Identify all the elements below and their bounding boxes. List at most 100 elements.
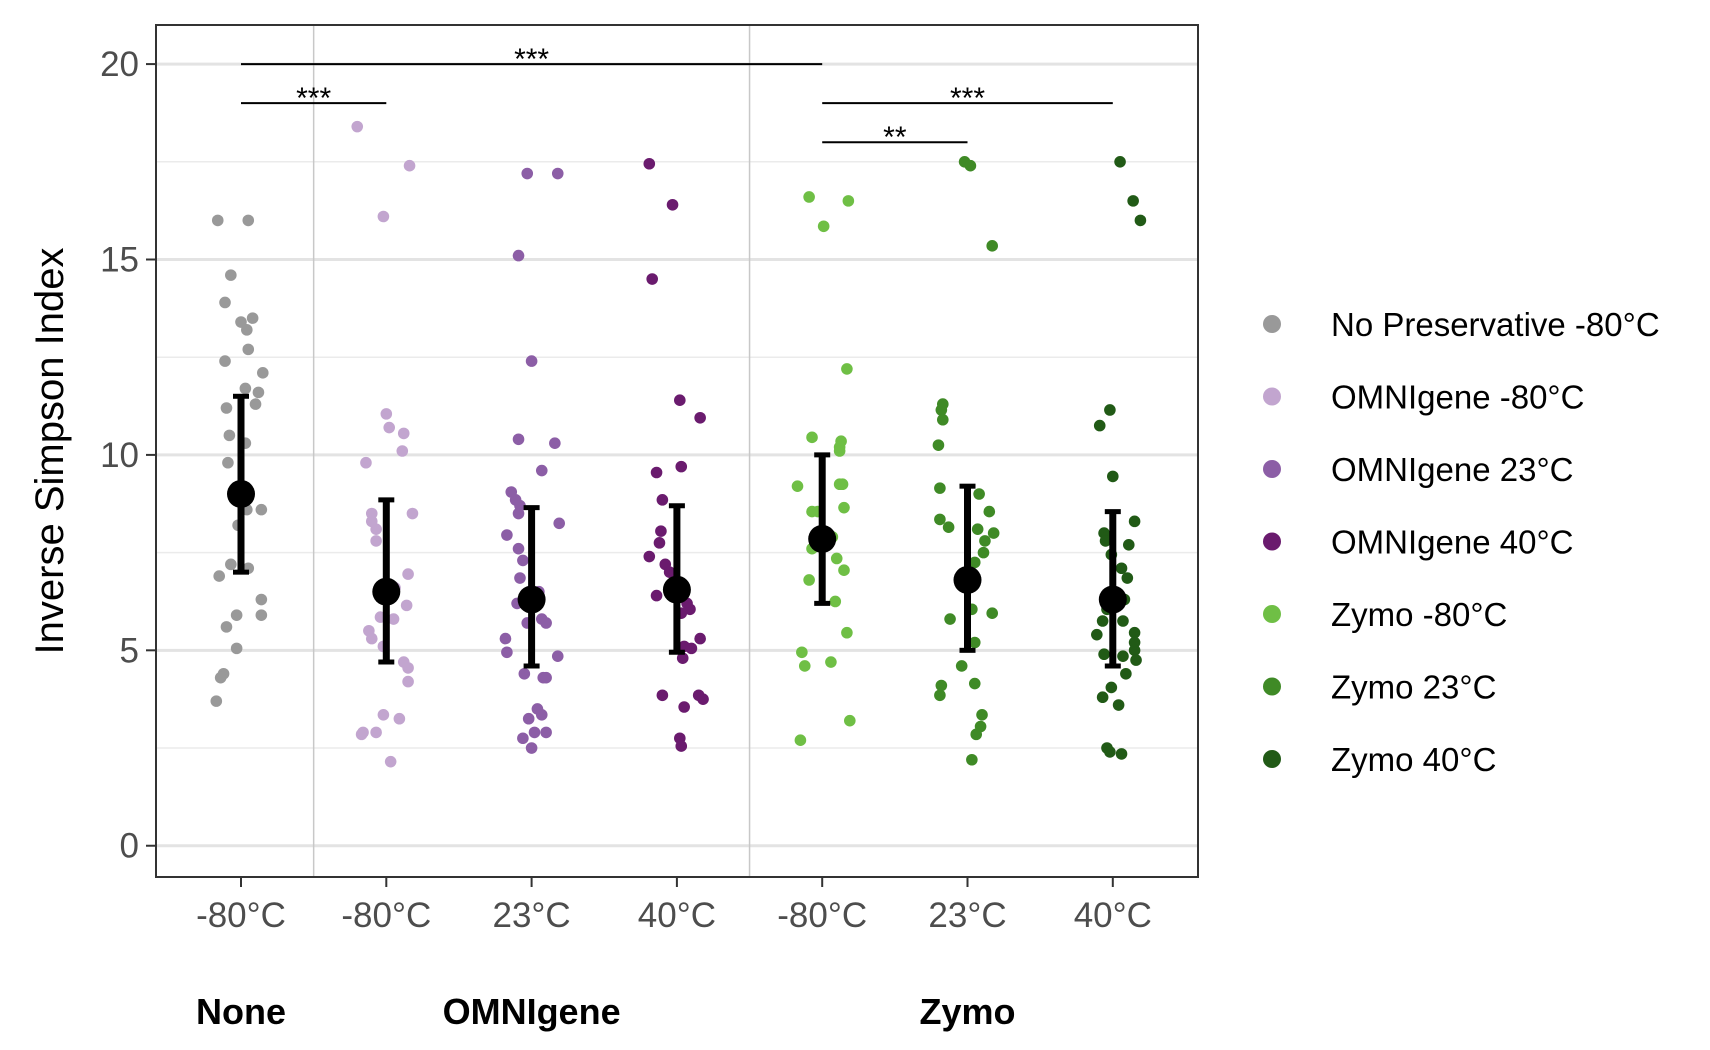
data-point bbox=[942, 521, 955, 534]
data-point bbox=[968, 677, 981, 690]
data-point bbox=[517, 554, 529, 567]
data-point bbox=[841, 626, 853, 639]
summary-layer bbox=[227, 393, 1127, 669]
data-point bbox=[402, 675, 414, 688]
legend-label: Zymo -80°C bbox=[1331, 596, 1507, 633]
data-point bbox=[676, 652, 689, 664]
data-point bbox=[230, 642, 243, 655]
data-point bbox=[383, 421, 396, 434]
legend-label: Zymo 23°C bbox=[1331, 669, 1496, 706]
data-point bbox=[517, 732, 529, 745]
data-point bbox=[535, 709, 548, 721]
mean-point bbox=[808, 524, 837, 553]
data-point bbox=[512, 507, 525, 520]
data-point bbox=[1120, 667, 1132, 680]
data-point bbox=[970, 728, 983, 741]
x-tick-label: 23°C bbox=[928, 896, 1006, 935]
x-tick-label: -80°C bbox=[777, 896, 867, 935]
data-point bbox=[685, 642, 698, 655]
axis-layer: 0 5 10 15 20 -80°C -80°C 23°C 40°C -80°C 23°C 40°C N… bbox=[100, 45, 1152, 1032]
data-point bbox=[521, 167, 534, 180]
data-point bbox=[403, 159, 416, 172]
data-point bbox=[365, 515, 378, 528]
data-point bbox=[1117, 650, 1129, 662]
data-point bbox=[214, 671, 227, 684]
data-point bbox=[791, 480, 804, 492]
data-point bbox=[397, 427, 410, 440]
data-point bbox=[833, 445, 846, 457]
data-point bbox=[522, 712, 535, 725]
data-point bbox=[499, 632, 512, 645]
legend-label: No Preservative -80°C bbox=[1331, 306, 1660, 343]
data-point bbox=[501, 646, 513, 659]
data-point bbox=[936, 413, 949, 426]
significance-label: *** bbox=[296, 82, 331, 115]
significance-label: *** bbox=[950, 82, 985, 115]
data-point bbox=[387, 613, 400, 625]
group-label: OMNIgene bbox=[443, 991, 621, 1032]
data-point bbox=[249, 398, 262, 410]
legend-key bbox=[1263, 460, 1281, 478]
data-point bbox=[360, 456, 372, 469]
data-point bbox=[255, 503, 268, 516]
data-point bbox=[1099, 535, 1112, 547]
data-point bbox=[1107, 470, 1119, 483]
data-point bbox=[225, 269, 237, 281]
data-point bbox=[934, 689, 946, 702]
data-point bbox=[1112, 699, 1125, 711]
data-point bbox=[512, 433, 525, 446]
data-point bbox=[844, 714, 856, 727]
data-point bbox=[973, 488, 985, 500]
data-point bbox=[525, 742, 538, 754]
data-point bbox=[396, 445, 409, 457]
y-tick-label: 10 bbox=[100, 436, 139, 475]
data-point bbox=[377, 709, 390, 721]
data-point bbox=[825, 656, 837, 668]
x-tick-label: 23°C bbox=[492, 896, 570, 935]
data-point bbox=[934, 513, 946, 526]
data-point bbox=[400, 599, 413, 612]
data-point bbox=[402, 568, 414, 580]
data-point bbox=[252, 386, 265, 399]
data-point bbox=[830, 552, 843, 565]
data-point bbox=[829, 595, 842, 608]
data-point bbox=[1093, 419, 1106, 432]
data-point bbox=[512, 542, 525, 555]
data-point bbox=[944, 613, 956, 625]
data-point bbox=[796, 646, 808, 659]
data-point bbox=[1115, 748, 1128, 760]
group-label: Zymo bbox=[919, 991, 1015, 1032]
data-point bbox=[380, 408, 393, 420]
data-point bbox=[986, 240, 999, 252]
data-point bbox=[987, 527, 1000, 539]
data-point bbox=[663, 566, 676, 578]
data-point bbox=[222, 456, 234, 469]
data-point bbox=[549, 437, 561, 449]
data-point bbox=[955, 660, 968, 672]
data-point bbox=[646, 273, 658, 285]
data-point bbox=[656, 689, 669, 702]
mean-point bbox=[953, 565, 982, 594]
data-point bbox=[518, 667, 531, 680]
data-point bbox=[838, 564, 850, 577]
data-point bbox=[803, 191, 815, 203]
data-point bbox=[968, 556, 981, 569]
data-point bbox=[255, 593, 268, 606]
data-point bbox=[986, 607, 999, 619]
y-tick-label: 5 bbox=[120, 631, 139, 670]
data-point bbox=[370, 726, 382, 739]
group-separators bbox=[312, 25, 751, 877]
data-point bbox=[977, 546, 990, 559]
data-point bbox=[351, 120, 364, 133]
mean-point bbox=[227, 479, 255, 508]
data-point bbox=[1096, 615, 1109, 627]
legend-key bbox=[1263, 750, 1281, 768]
data-point bbox=[1134, 214, 1147, 227]
data-point bbox=[842, 195, 855, 207]
data-point bbox=[653, 537, 666, 549]
legend-label: OMNIgene 40°C bbox=[1331, 524, 1573, 561]
data-point bbox=[838, 501, 850, 514]
data-point bbox=[817, 220, 830, 233]
legend: No Preservative -80°C OMNIgene -80°C OMNIg… bbox=[1263, 306, 1660, 778]
